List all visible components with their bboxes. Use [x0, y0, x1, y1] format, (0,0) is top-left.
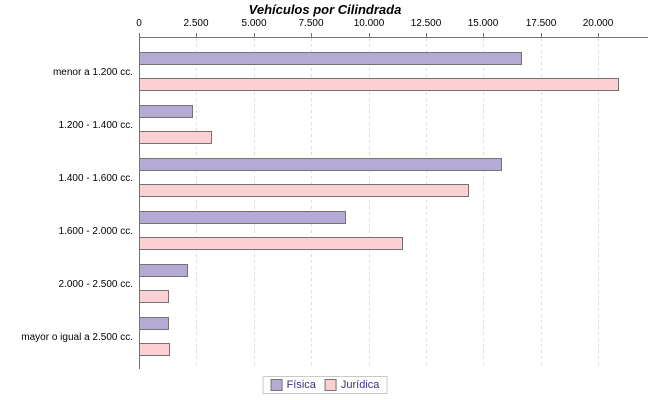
x-axis-tick-label: 0 [136, 18, 142, 29]
x-axis-tick [311, 33, 312, 37]
legend-swatch-juridica [324, 379, 337, 391]
category-label: 1.200 - 1.400 cc. [58, 120, 134, 131]
x-axis-tick [541, 33, 542, 37]
bar-fisica [139, 264, 188, 277]
x-axis-tick [426, 33, 427, 37]
chart-title: Vehículos por Cilindrada [248, 2, 402, 17]
legend-label-fisica: Física [286, 379, 316, 391]
bar-fisica [139, 158, 502, 171]
x-axis-tick [196, 33, 197, 37]
category-label: 2.000 - 2.500 cc. [58, 279, 134, 290]
gridline [369, 38, 370, 365]
x-axis-tick [139, 33, 140, 37]
x-axis-tick-label: 10.000 [353, 18, 385, 29]
legend-swatch-fisica [270, 379, 283, 391]
gridline [196, 38, 197, 365]
bar-juridica [139, 237, 403, 250]
legend: Física Jurídica [262, 376, 388, 394]
category-label: 1.600 - 2.000 cc. [58, 226, 134, 237]
y-axis-line [139, 37, 140, 369]
bar-fisica [139, 52, 522, 65]
x-axis-line [139, 37, 648, 38]
bar-fisica [139, 211, 346, 224]
x-axis-tick-label: 5.000 [241, 18, 267, 29]
bar-juridica [139, 290, 169, 303]
bar-juridica [139, 131, 212, 144]
gridline [254, 38, 255, 365]
bar-fisica [139, 105, 193, 118]
x-axis-tick [254, 33, 255, 37]
x-axis-tick-label: 17.500 [525, 18, 557, 29]
legend-item-fisica: Física [270, 379, 316, 391]
bar-fisica [139, 317, 169, 330]
category-label: 1.400 - 1.600 cc. [58, 173, 134, 184]
x-axis-tick [369, 33, 370, 37]
x-axis-tick-label: 15.000 [467, 18, 499, 29]
gridline [426, 38, 427, 365]
x-axis-tick [598, 33, 599, 37]
gridline [598, 38, 599, 365]
legend-item-juridica: Jurídica [324, 379, 380, 391]
gridline [483, 38, 484, 365]
category-label: mayor o igual a 2.500 cc. [21, 332, 133, 343]
gridline [311, 38, 312, 365]
legend-label-juridica: Jurídica [340, 379, 380, 391]
x-axis-tick-label: 2.500 [183, 18, 209, 29]
category-label: menor a 1.200 cc. [52, 67, 133, 78]
x-axis-tick-label: 20.000 [582, 18, 614, 29]
bar-juridica [139, 184, 469, 197]
bar-juridica [139, 343, 170, 356]
gridline [541, 38, 542, 365]
x-axis-tick-label: 12.500 [410, 18, 442, 29]
x-axis-tick [483, 33, 484, 37]
x-axis-tick-label: 7.500 [298, 18, 324, 29]
bar-juridica [139, 78, 619, 91]
